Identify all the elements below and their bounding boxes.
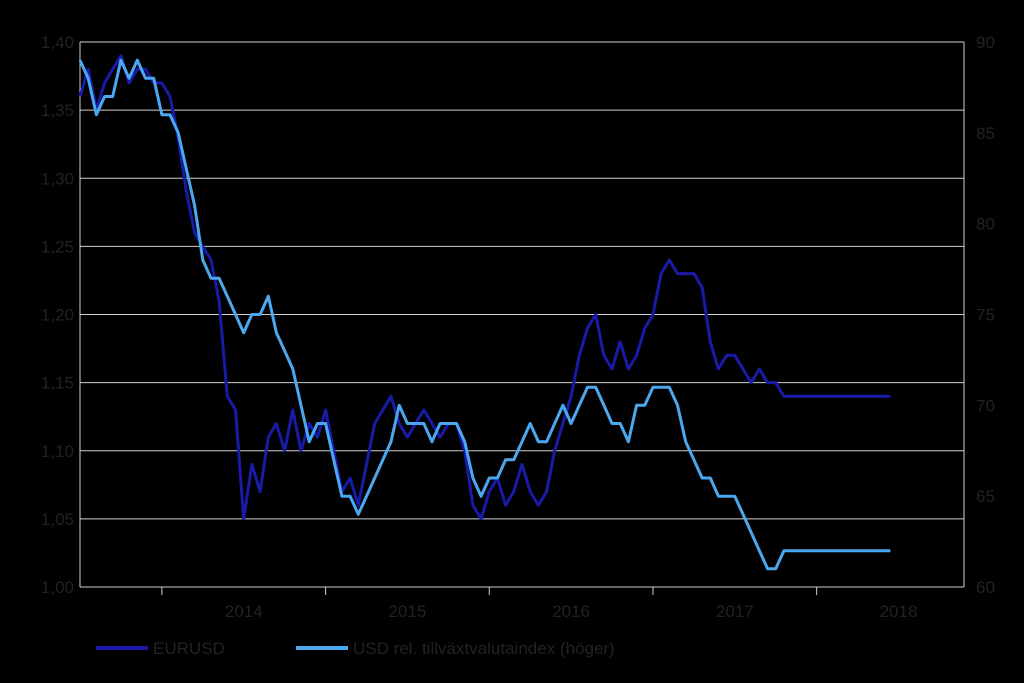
y-left-tick-label: 1,40 (41, 33, 74, 52)
y-left-tick-label: 1,35 (41, 101, 74, 120)
y-left-tick-label: 1,00 (41, 578, 74, 597)
y-left-tick-label: 1,15 (41, 374, 74, 393)
y-right-tick-label: 85 (976, 124, 995, 143)
x-tick-label: 2014 (225, 602, 263, 621)
x-tick-label: 2017 (716, 602, 754, 621)
y-right-tick-label: 80 (976, 215, 995, 234)
y-axis-left: 1,00 1,05 1,10 1,15 1,20 1,25 1,30 1,35 1,40 (41, 33, 74, 597)
legend: EURUSD USD rel. tillväxtvalutaindex (hög… (96, 639, 615, 658)
legend-label-usd-index: USD rel. tillväxtvalutaindex (höger) (353, 639, 615, 658)
x-tick-label: 2016 (552, 602, 590, 621)
y-axis-right: 60 65 70 75 80 85 90 (976, 33, 995, 597)
y-right-tick-label: 65 (976, 487, 995, 506)
legend-label-eurusd: EURUSD (153, 639, 225, 658)
y-left-tick-label: 1,25 (41, 237, 74, 256)
series-group (78, 54, 891, 571)
y-right-tick-label: 60 (976, 578, 995, 597)
y-left-tick-label: 1,20 (41, 306, 74, 325)
y-right-tick-label: 70 (976, 396, 995, 415)
series-line-usd-index (78, 58, 891, 571)
series-line-eurusd (78, 54, 891, 521)
y-right-tick-label: 75 (976, 306, 995, 325)
y-right-tick-label: 90 (976, 33, 995, 52)
y-left-tick-label: 1,30 (41, 169, 74, 188)
y-left-tick-label: 1,10 (41, 442, 74, 461)
x-tick-label: 2015 (388, 602, 426, 621)
x-tick-label: 2018 (880, 602, 918, 621)
x-axis: 2014 2015 2016 2017 2018 (161, 587, 918, 621)
y-left-tick-label: 1,05 (41, 510, 74, 529)
